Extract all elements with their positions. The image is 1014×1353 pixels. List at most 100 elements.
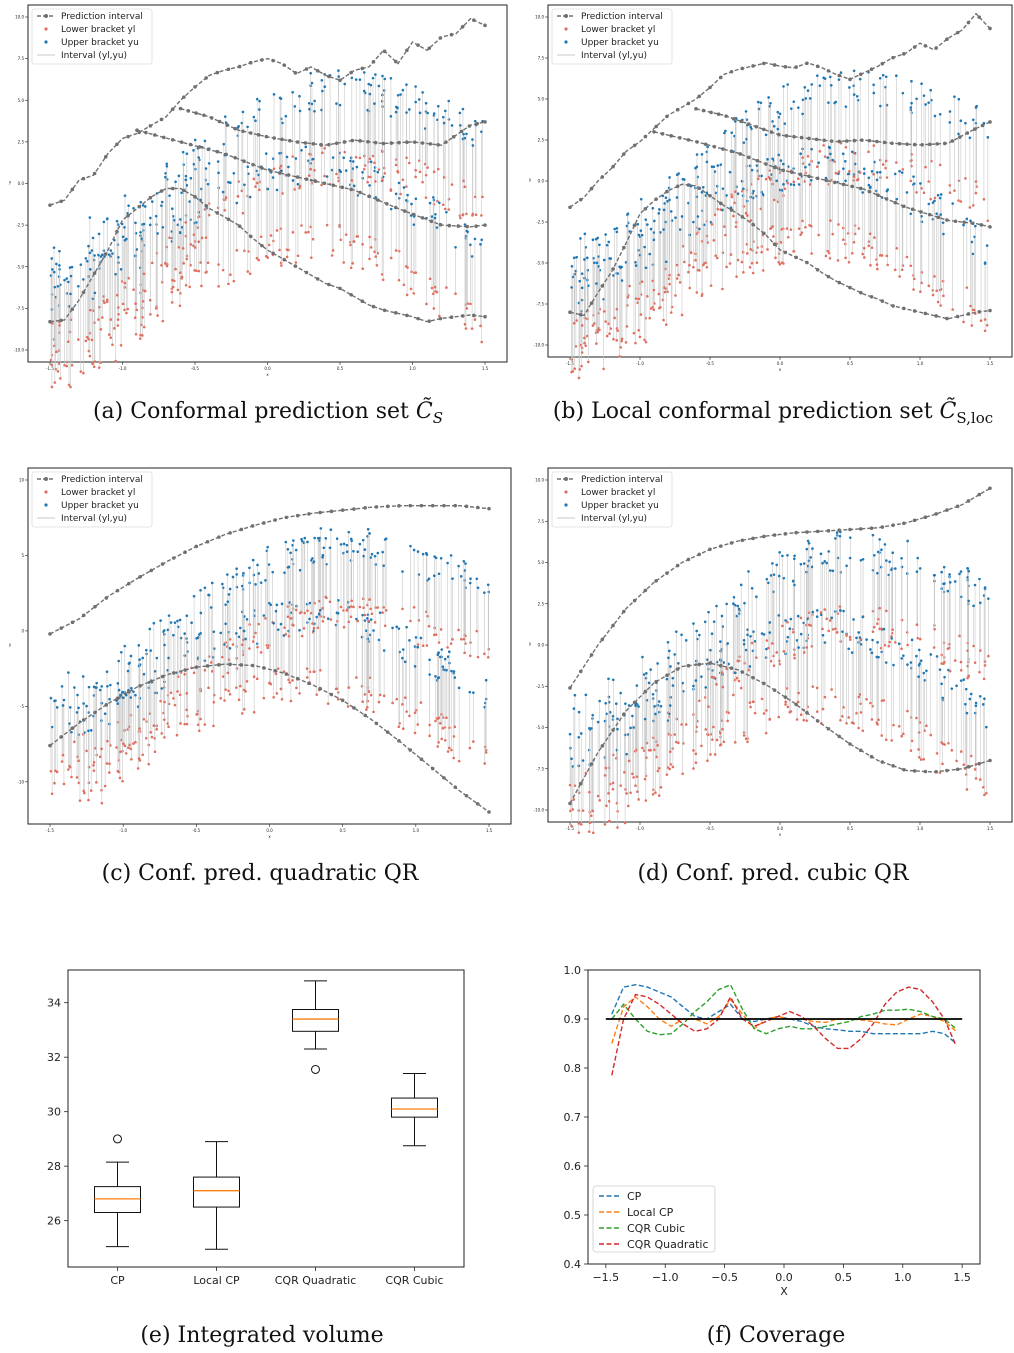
upper-point — [151, 200, 154, 203]
upper-point — [319, 609, 322, 612]
upper-point — [266, 546, 269, 549]
band-marker — [285, 672, 289, 676]
lower-point — [856, 179, 859, 182]
upper-point — [645, 672, 648, 675]
band-marker — [853, 139, 857, 143]
lower-point — [822, 144, 825, 147]
band-marker — [875, 140, 879, 144]
lower-point — [58, 324, 61, 327]
band-marker — [902, 52, 906, 56]
lower-point — [960, 669, 963, 672]
upper-point — [239, 627, 242, 630]
lower-point — [93, 321, 96, 324]
lower-point — [797, 177, 800, 180]
upper-point — [793, 557, 796, 560]
lower-point — [577, 822, 580, 825]
upper-point — [741, 180, 744, 183]
upper-point — [782, 183, 785, 186]
upper-point — [186, 152, 189, 155]
upper-point — [810, 148, 813, 151]
lower-point — [765, 732, 768, 735]
lower-point — [185, 284, 188, 287]
upper-point — [721, 615, 724, 618]
upper-point — [737, 192, 740, 195]
upper-point — [721, 209, 724, 212]
upper-point — [586, 269, 589, 272]
lower-point — [264, 617, 267, 620]
upper-point — [290, 611, 293, 614]
lower-point — [434, 286, 437, 289]
band-marker — [207, 148, 211, 152]
lower-point — [616, 826, 619, 829]
band-marker — [195, 545, 199, 549]
lower-point — [459, 214, 462, 217]
legend-label: Prediction interval — [61, 12, 143, 22]
lower-point — [331, 254, 334, 257]
upper-point — [324, 537, 327, 540]
upper-point — [880, 548, 883, 551]
upper-point — [742, 187, 745, 190]
lower-point — [811, 685, 814, 688]
upper-point — [92, 715, 95, 718]
upper-point — [227, 181, 230, 184]
upper-point — [382, 564, 385, 567]
lower-point — [50, 364, 53, 367]
upper-point — [953, 95, 956, 98]
upper-point — [927, 101, 930, 104]
lower-point — [268, 244, 271, 247]
band-marker — [323, 181, 327, 185]
upper-point — [213, 647, 216, 650]
lower-point — [829, 219, 832, 222]
lower-point — [848, 261, 851, 264]
band-marker — [465, 505, 469, 509]
lower-point — [927, 180, 930, 183]
lower-point — [765, 178, 768, 181]
lower-point — [226, 645, 229, 648]
upper-point — [128, 662, 131, 665]
upper-point — [190, 177, 193, 180]
upper-point — [895, 74, 898, 77]
upper-point — [390, 208, 393, 211]
upper-point — [972, 605, 975, 608]
band-marker — [294, 264, 298, 268]
y-tick-label: 5.0 — [18, 98, 25, 103]
lower-point — [955, 760, 958, 763]
lower-point — [676, 264, 679, 267]
upper-point — [289, 551, 292, 554]
lower-point — [208, 655, 211, 658]
lower-point — [867, 244, 870, 247]
lower-point — [819, 150, 822, 153]
lower-point — [299, 185, 302, 188]
lower-point — [588, 830, 591, 833]
lower-point — [894, 641, 897, 644]
y-tick-label: -10.0 — [534, 343, 545, 348]
x-tick-label: 1.5 — [486, 828, 493, 833]
upper-point — [477, 586, 480, 589]
lower-point — [645, 756, 648, 759]
band-marker — [193, 195, 197, 199]
lower-point — [179, 722, 182, 725]
lower-point — [588, 791, 591, 794]
upper-point — [970, 693, 973, 696]
lower-point — [212, 725, 215, 728]
upper-point — [137, 644, 140, 647]
y-tick-label: -2.5 — [536, 220, 544, 225]
upper-point — [695, 679, 698, 682]
upper-point — [749, 635, 752, 638]
upper-point — [649, 668, 652, 671]
lower-point — [793, 654, 796, 657]
upper-point — [445, 211, 448, 214]
band-marker — [669, 134, 673, 138]
lower-point — [658, 794, 661, 797]
lower-point — [295, 609, 298, 612]
lower-point — [906, 644, 909, 647]
legend-swatch-upper — [44, 503, 47, 506]
lower-point — [235, 249, 238, 252]
upper-point — [688, 234, 691, 237]
band-marker — [967, 312, 971, 316]
upper-point — [670, 210, 673, 213]
lower-point — [313, 670, 316, 673]
band-marker — [924, 515, 928, 519]
upper-point — [136, 248, 139, 251]
upper-point — [476, 578, 479, 581]
